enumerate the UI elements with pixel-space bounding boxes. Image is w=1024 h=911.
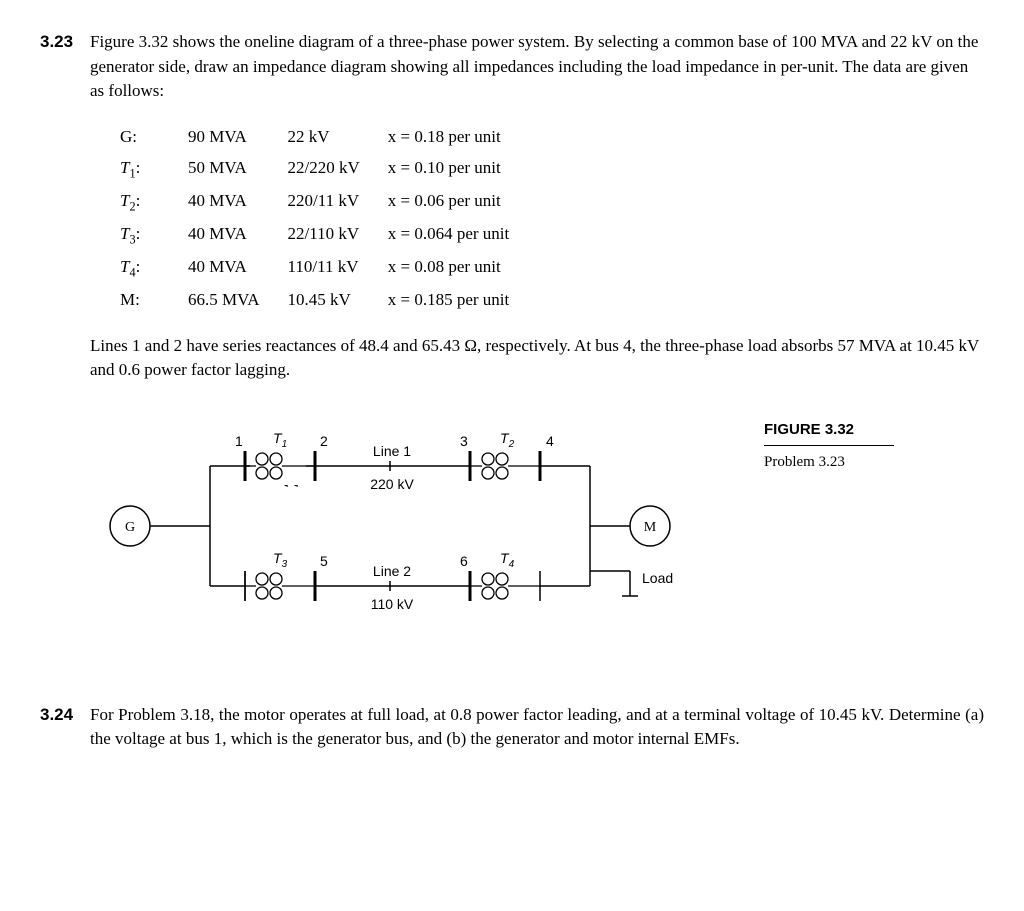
table-row: T1:50 MVA22/220 kVx = 0.10 per unit <box>120 153 537 186</box>
line2-voltage: 110 kV <box>371 596 414 612</box>
svg-text:T2: T2 <box>500 430 515 450</box>
problem-text-2: Lines 1 and 2 have series reactances of … <box>90 334 984 383</box>
table-row: G:90 MVA22 kVx = 0.18 per unit <box>120 122 537 153</box>
bus6-label: 6 <box>460 553 468 569</box>
bus1-label: 1 <box>235 433 243 449</box>
figure-caption: FIGURE 3.32 Problem 3.23 <box>764 411 894 474</box>
problem-number: 3.24 <box>40 703 90 770</box>
table-row: T3:40 MVA22/110 kVx = 0.064 per unit <box>120 219 537 252</box>
bus5-label: 5 <box>320 553 328 569</box>
problem-3-24: 3.24 For Problem 3.18, the motor operate… <box>40 703 984 770</box>
svg-text:T4: T4 <box>500 550 515 570</box>
problem-body: For Problem 3.18, the motor operates at … <box>90 703 984 770</box>
gen-label: G <box>125 520 135 535</box>
problem-body: Figure 3.32 shows the oneline diagram of… <box>90 30 984 683</box>
problem-text: For Problem 3.18, the motor operates at … <box>90 703 984 752</box>
svg-text:T3: T3 <box>273 550 288 570</box>
equipment-data-table: G:90 MVA22 kVx = 0.18 per unitT1:50 MVA2… <box>120 122 537 316</box>
table-row: M:66.5 MVA10.45 kVx = 0.185 per unit <box>120 285 537 316</box>
line2-label: Line 2 <box>373 563 411 579</box>
table-row: T2:40 MVA220/11 kVx = 0.06 per unit <box>120 186 537 219</box>
t2-coils <box>470 453 540 479</box>
bus4-label: 4 <box>546 433 554 449</box>
problem-text-1: Figure 3.32 shows the oneline diagram of… <box>90 30 984 104</box>
bus3-label: 3 <box>460 433 468 449</box>
bus2-label: 2 <box>320 433 328 449</box>
figure-subtitle: Problem 3.23 <box>764 452 894 474</box>
load-label: Load <box>642 570 673 586</box>
t4-coils <box>470 573 540 599</box>
problem-number: 3.23 <box>40 30 90 683</box>
t3-coils <box>245 573 315 599</box>
motor-label: M <box>644 520 657 535</box>
line1-label: Line 1 <box>373 443 411 459</box>
oneline-diagram: G 1 T1 <box>90 411 730 649</box>
problem-3-23: 3.23 Figure 3.32 shows the oneline diagr… <box>40 30 984 683</box>
table-row: T4:40 MVA110/11 kVx = 0.08 per unit <box>120 252 537 285</box>
figure-title: FIGURE 3.32 <box>764 419 894 446</box>
line1-voltage: 220 kV <box>370 476 414 492</box>
figure-3-32: G 1 T1 <box>90 411 984 649</box>
